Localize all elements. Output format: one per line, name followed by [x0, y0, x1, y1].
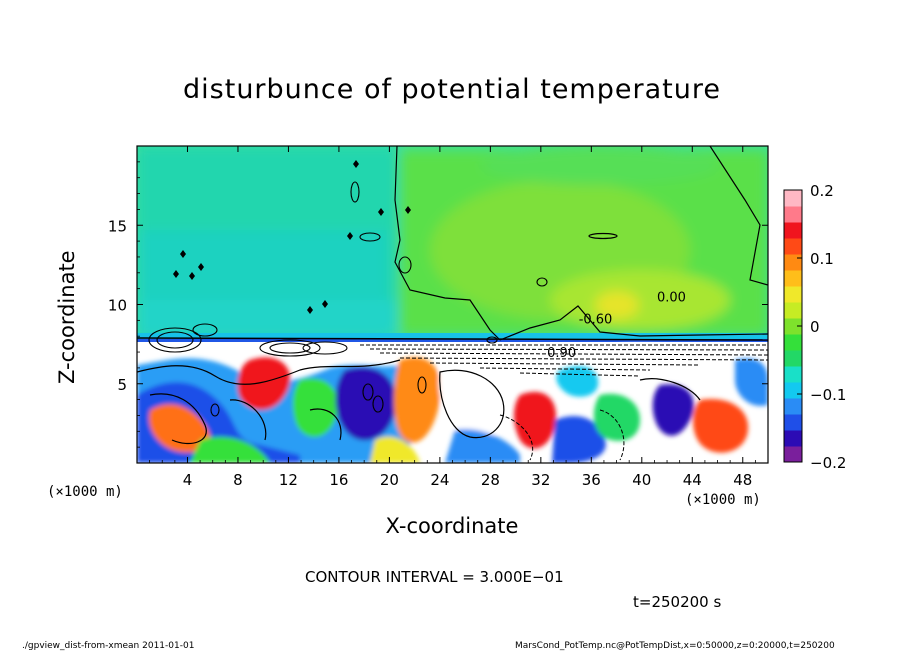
colorbar-tick-label: 0.1	[810, 250, 834, 268]
x-tick-label: 28	[481, 471, 500, 489]
colorbar-tick-label: 0.2	[810, 182, 834, 200]
colorbar-segment	[784, 206, 802, 223]
y-axis-label: Z-coordinate	[55, 250, 79, 384]
x-axis-label: X-coordinate	[385, 514, 519, 538]
colorbar-segment	[784, 222, 802, 239]
contour-label: 0.90	[547, 346, 576, 361]
contour-interval-text: CONTOUR INTERVAL = 3.000E−01	[305, 568, 564, 586]
x-tick-label: 44	[683, 471, 702, 489]
colorbar-segment	[784, 286, 802, 303]
footer-script-name: ./gpview_dist-from-xmean 2011-01-01	[22, 641, 195, 651]
x-tick-label: 24	[430, 471, 449, 489]
colorbar-segment	[784, 350, 802, 367]
colorbar-segment	[784, 190, 802, 207]
colorbar-segment	[784, 430, 802, 447]
colorbar-tick-label: −0.2	[810, 454, 846, 472]
footer-data-source: MarsCond_PotTemp.nc@PotTempDist,x=0:5000…	[515, 641, 835, 651]
colorbar-tick-label: 0	[810, 318, 820, 336]
time-label: t=250200 s	[633, 593, 722, 611]
colorbar-segment	[784, 254, 802, 271]
x-tick-label: 4	[183, 471, 193, 489]
colorbar-tick-label: −0.1	[810, 386, 846, 404]
y-tick-label: 5	[117, 376, 127, 394]
x-tick-label: 40	[632, 471, 651, 489]
colorbar-segment	[784, 302, 802, 319]
contour-label: 0.00	[657, 290, 686, 305]
contour-label: -0.60	[579, 313, 613, 328]
x-tick-label: 12	[279, 471, 298, 489]
x-tick-label: 32	[531, 471, 550, 489]
y-tick-label: 10	[108, 297, 127, 315]
colorbar: 0.2 0.1 0 −0.1 −0.2	[783, 182, 846, 472]
chart-title: disturbunce of potential temperature	[183, 74, 721, 105]
colorbar-segment	[784, 270, 802, 287]
colorbar-segment	[784, 414, 802, 431]
x-tick-label: 8	[233, 471, 243, 489]
colorbar-segment	[784, 382, 802, 399]
colorbar-segment	[784, 238, 802, 255]
x-tick-label: 20	[380, 471, 399, 489]
x-tick-label: 36	[582, 471, 601, 489]
x-tick-label: 48	[733, 471, 752, 489]
x-unit-label-left: (×1000 m)	[47, 484, 123, 500]
heatmap-field	[137, 146, 768, 463]
colorbar-segment	[784, 334, 802, 351]
colorbar-segment	[784, 366, 802, 383]
colorbar-segment	[784, 318, 802, 335]
colorbar-segment	[784, 446, 802, 463]
x-tick-label: 16	[329, 471, 348, 489]
x-unit-label-right: (×1000 m)	[685, 492, 761, 508]
colorbar-segment	[784, 398, 802, 415]
y-tick-label: 15	[108, 217, 127, 235]
